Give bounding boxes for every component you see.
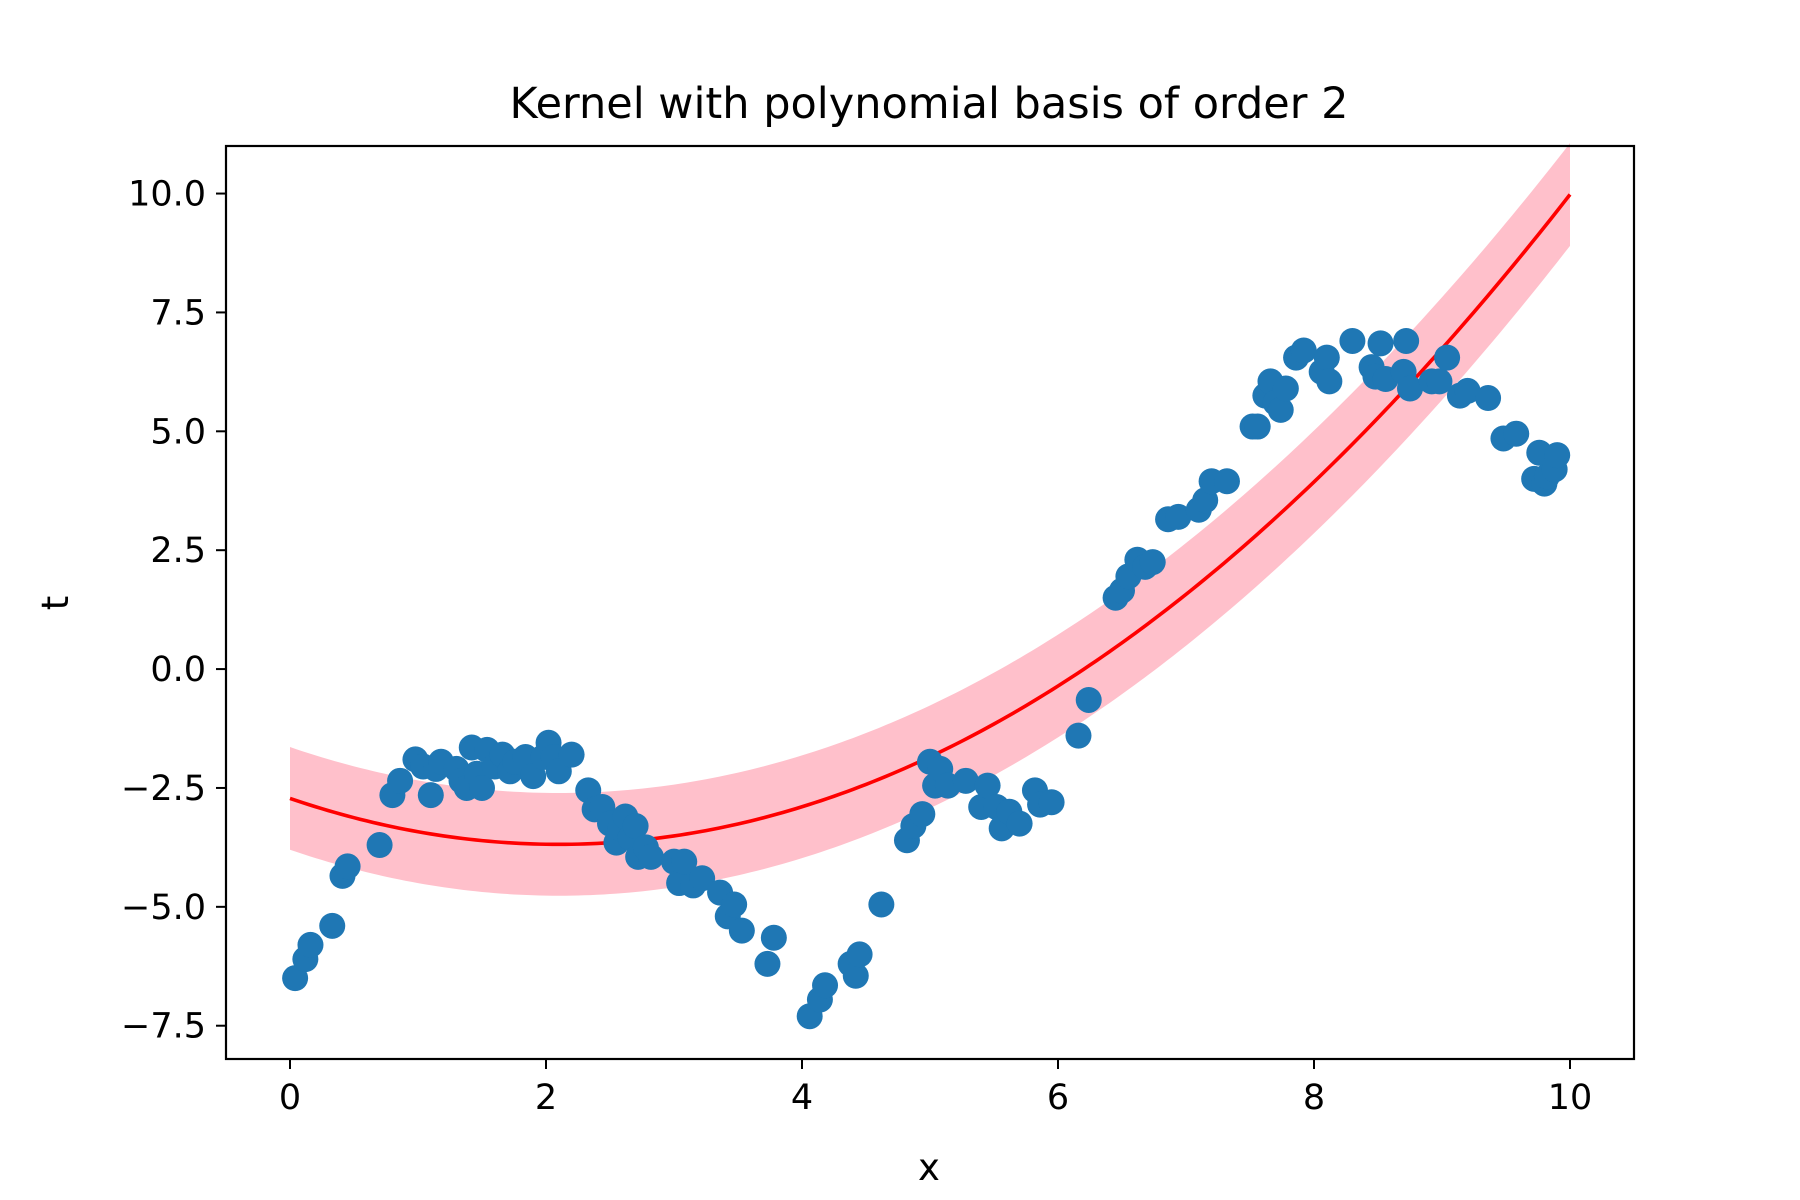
plot-area — [282, 143, 1572, 1030]
data-point — [1272, 375, 1299, 402]
data-point — [366, 832, 393, 859]
data-point — [417, 782, 444, 809]
data-point — [1065, 722, 1092, 749]
data-point — [952, 767, 979, 794]
data-point — [520, 763, 547, 790]
x-tick-label: 8 — [1303, 1078, 1325, 1118]
data-point — [297, 931, 324, 958]
y-tick-label: 10.0 — [128, 175, 206, 215]
data-point — [387, 767, 414, 794]
data-point — [842, 962, 869, 989]
data-point — [812, 972, 839, 999]
data-point — [728, 917, 755, 944]
x-tick-label: 6 — [1047, 1078, 1069, 1118]
data-point — [1038, 789, 1065, 816]
data-point — [1367, 330, 1394, 357]
uncertainty-band — [290, 143, 1570, 896]
data-point — [671, 848, 698, 875]
data-point — [1454, 377, 1481, 404]
data-point — [1503, 420, 1530, 447]
data-point — [1139, 549, 1166, 576]
y-tick-label: 5.0 — [150, 412, 206, 452]
data-point — [974, 772, 1001, 799]
data-point — [754, 950, 781, 977]
x-tick-label: 4 — [791, 1078, 813, 1118]
data-point — [558, 741, 585, 768]
data-point — [319, 912, 346, 939]
y-tick-label: −5.0 — [121, 888, 206, 928]
data-point — [721, 891, 748, 918]
data-point — [1426, 368, 1453, 395]
data-point — [1213, 468, 1240, 495]
data-point — [637, 843, 664, 870]
x-tick-label: 0 — [279, 1078, 301, 1118]
data-point — [1290, 337, 1317, 364]
data-point — [1339, 327, 1366, 354]
y-tick-label: 7.5 — [150, 293, 206, 333]
axis-ticks: 0 2 4 6 8 10 10.0 7.5 5.0 2.5 0.0 −2.5 −5.0 −7.5 — [121, 175, 1592, 1118]
data-point — [1267, 396, 1294, 423]
data-point — [622, 812, 649, 839]
x-tick-label: 2 — [535, 1078, 557, 1118]
axes-frame — [224, 144, 1636, 1061]
data-point — [1244, 413, 1271, 440]
data-point — [469, 774, 495, 801]
x-tick-label: 10 — [1548, 1078, 1593, 1118]
data-point — [909, 801, 936, 828]
data-point — [846, 941, 873, 968]
y-tick-label: −7.5 — [121, 1007, 206, 1047]
data-point — [282, 965, 309, 992]
y-tick-label: −2.5 — [121, 769, 206, 809]
data-point — [868, 891, 895, 918]
data-point — [1434, 344, 1461, 371]
data-point — [334, 853, 361, 880]
y-tick-label: 0.0 — [150, 650, 206, 690]
data-point — [1393, 327, 1420, 354]
y-tick-label: 2.5 — [150, 531, 206, 571]
data-point — [1075, 686, 1102, 713]
data-point — [1165, 503, 1192, 530]
x-axis-label: x — [918, 1146, 940, 1189]
data-point — [1544, 442, 1571, 469]
chart-title: Kernel with polynomial basis of order 2 — [510, 79, 1349, 129]
data-point — [689, 865, 716, 892]
y-axis-label: t — [34, 596, 77, 611]
data-point — [760, 924, 787, 951]
data-point — [1397, 375, 1423, 402]
data-point — [1316, 368, 1343, 395]
data-point — [1313, 344, 1340, 371]
data-point — [1006, 810, 1033, 837]
data-point — [1475, 385, 1502, 412]
